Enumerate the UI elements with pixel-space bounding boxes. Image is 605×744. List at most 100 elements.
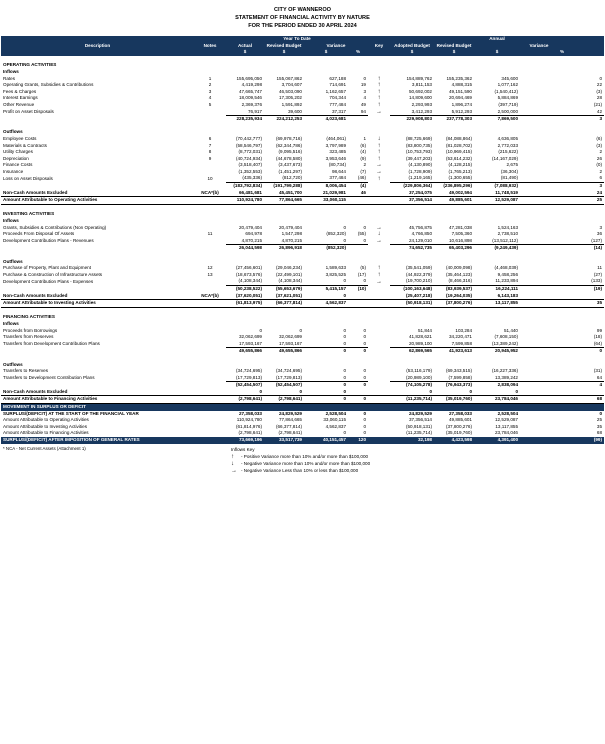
- cell-actual: 20,479,404: [239, 224, 262, 230]
- cell-key: ↑: [377, 88, 381, 95]
- footer-area: * NCA - Net Current Assets (Attachment 1…: [3, 445, 605, 474]
- cell-note: 6: [208, 135, 212, 141]
- cell-note: 2: [208, 82, 212, 88]
- cell-pct: 0: [363, 417, 366, 423]
- cell-arev: 49,002,594: [449, 189, 472, 195]
- table-row: Non-Cash Amounts Excluded NCA*(b) 66,481,6…: [1, 190, 604, 197]
- cell-avar: 7,869,500: [474, 115, 520, 123]
- subtotal-row: 49,655,866 49,655,866 0 0 62,869,565 41,923,6…: [1, 347, 605, 355]
- cell-apct: 11: [597, 265, 603, 271]
- cell-adopt: 37,356,514: [409, 417, 432, 423]
- cell-note: 1: [208, 75, 212, 81]
- spacer-row: [1, 56, 604, 63]
- cell-adopt: 74,652,735: [390, 244, 434, 252]
- cell-desc: Interest Earnings: [3, 95, 38, 101]
- unit-percent: %: [348, 49, 368, 56]
- cell-adopt: (44,922,379): [405, 271, 432, 277]
- cell-pct: 0: [363, 423, 366, 429]
- cell-var: 37,317: [331, 108, 346, 114]
- cell-avar: 11,233,894: [495, 278, 518, 284]
- cell-key: [368, 430, 390, 437]
- cell-rev: (62,344,786): [275, 142, 302, 148]
- footnote: * NCA - Net Current Assets (Attachment 1…: [3, 445, 86, 451]
- cell-arev: 155,235,362: [446, 75, 472, 81]
- cell-arev: 5,912,293: [451, 108, 472, 114]
- cell-pct: 0: [363, 224, 366, 230]
- cell-adopt: (19,700,210): [405, 278, 432, 284]
- cell-desc: [1, 183, 194, 190]
- cell-actual: 66,481,681: [239, 189, 262, 195]
- cell-desc: Amount Attributable to Operating Activit…: [3, 417, 89, 423]
- cell-rev: (4,108,344): [278, 278, 303, 284]
- cell-arev: (40,009,098): [445, 265, 472, 271]
- cell-apct: 4: [520, 381, 605, 389]
- cell-key: [368, 375, 390, 382]
- cell-var: (464,061): [326, 135, 346, 141]
- cell-desc: Fees & Charges: [3, 88, 37, 94]
- table-row: Utility Charges 8 (8,772,031) (9,095,516) 32…: [1, 149, 604, 156]
- cell-note: [194, 395, 226, 405]
- cell-arev: 49,885,601: [434, 196, 474, 205]
- cell-adopt: 51,844: [417, 327, 432, 333]
- cell-actual: 47,665,747: [239, 88, 262, 94]
- subheading-row: Outflows: [1, 259, 604, 266]
- col-annual-revised-budget: Revised Budget: [434, 42, 474, 50]
- cell-adopt: (25,407,218): [405, 292, 432, 298]
- col-adopted-budget: Adopted Budget: [390, 42, 434, 50]
- cell-var: 33,060,115: [323, 417, 346, 423]
- cell-key: [368, 190, 390, 197]
- cell-pct: 0: [348, 381, 368, 389]
- cell-key: [368, 389, 390, 396]
- cell-arev: 49,151,590: [449, 88, 472, 94]
- cell-actual: 0: [259, 327, 262, 333]
- cell-desc: Materials & Contracts: [3, 142, 47, 148]
- cell-key: [368, 368, 390, 375]
- cell-var: 377,484: [329, 175, 346, 181]
- cell-rev: (69,978,716): [275, 135, 302, 141]
- cell-var: 0: [343, 430, 346, 436]
- cell-avar: 2,772,033: [497, 142, 518, 148]
- cell-arev: (10,969,415): [445, 149, 472, 155]
- cell-rev: (9,095,516): [278, 149, 303, 155]
- cell-rev: 45,451,700: [279, 189, 302, 195]
- cell-apct: (27): [593, 271, 603, 277]
- cell-adopt: (229,806,364): [390, 182, 434, 190]
- cell-pct: (5): [360, 265, 366, 271]
- cell-desc: Non-Cash Amounts Excluded: [3, 388, 68, 394]
- cell-key: →: [376, 224, 382, 231]
- cell-var: 323,485: [329, 149, 346, 155]
- cell-var: 5,415,157: [304, 284, 348, 293]
- cell-apct: [520, 389, 604, 396]
- cell-rev: 49,655,866: [264, 347, 304, 355]
- cell-note: [194, 278, 226, 285]
- cell-rev: 24,829,529: [279, 410, 302, 416]
- cell-desc: Operating Grants, Subsidies & Contributi…: [3, 82, 94, 88]
- section-heading-row: INVESTING ACTIVITIES: [1, 211, 604, 218]
- cell-key: [368, 348, 390, 355]
- cell-desc: Non-Cash Amounts Excluded: [3, 189, 68, 195]
- cell-rev: 26,896,918: [264, 244, 304, 252]
- cell-arev: (37,800,276): [445, 423, 472, 429]
- cell-actual: (37,620,051): [235, 292, 262, 298]
- cell-arev: 7,505,360: [451, 231, 472, 237]
- table-row: Materials & Contracts 7 (58,546,797) (62,34…: [1, 143, 604, 150]
- cell-rev: 4,870,215: [281, 237, 302, 243]
- cell-desc: Amount Attributable to Investing Activit…: [3, 423, 88, 429]
- up-arrow-icon: ↑: [231, 453, 234, 460]
- cell-rev: 20,479,404: [279, 224, 302, 230]
- table-row: Profit on Asset Disposals 76,917 39,600 37,…: [1, 109, 604, 116]
- cell-note: [194, 430, 226, 437]
- cell-adopt: (83,800,735): [405, 142, 432, 148]
- cell-note: [194, 424, 226, 431]
- cell-key: ↑: [377, 175, 381, 182]
- cell-note: [194, 238, 226, 245]
- cell-desc: Employee Costs: [3, 135, 37, 141]
- cell-actual: 228,235,934: [226, 115, 264, 123]
- cell-apct: 26: [596, 155, 603, 161]
- cell-adopt: (50,918,131): [405, 423, 432, 429]
- right-arrow-icon: →: [231, 467, 237, 474]
- cell-rev: 1,591,892: [281, 101, 302, 107]
- table-row: Insurance (1,352,553) (1,451,297) 98,644 (7)…: [1, 169, 604, 176]
- spacer-cell: [1, 204, 604, 211]
- cell-note: 10: [207, 175, 213, 181]
